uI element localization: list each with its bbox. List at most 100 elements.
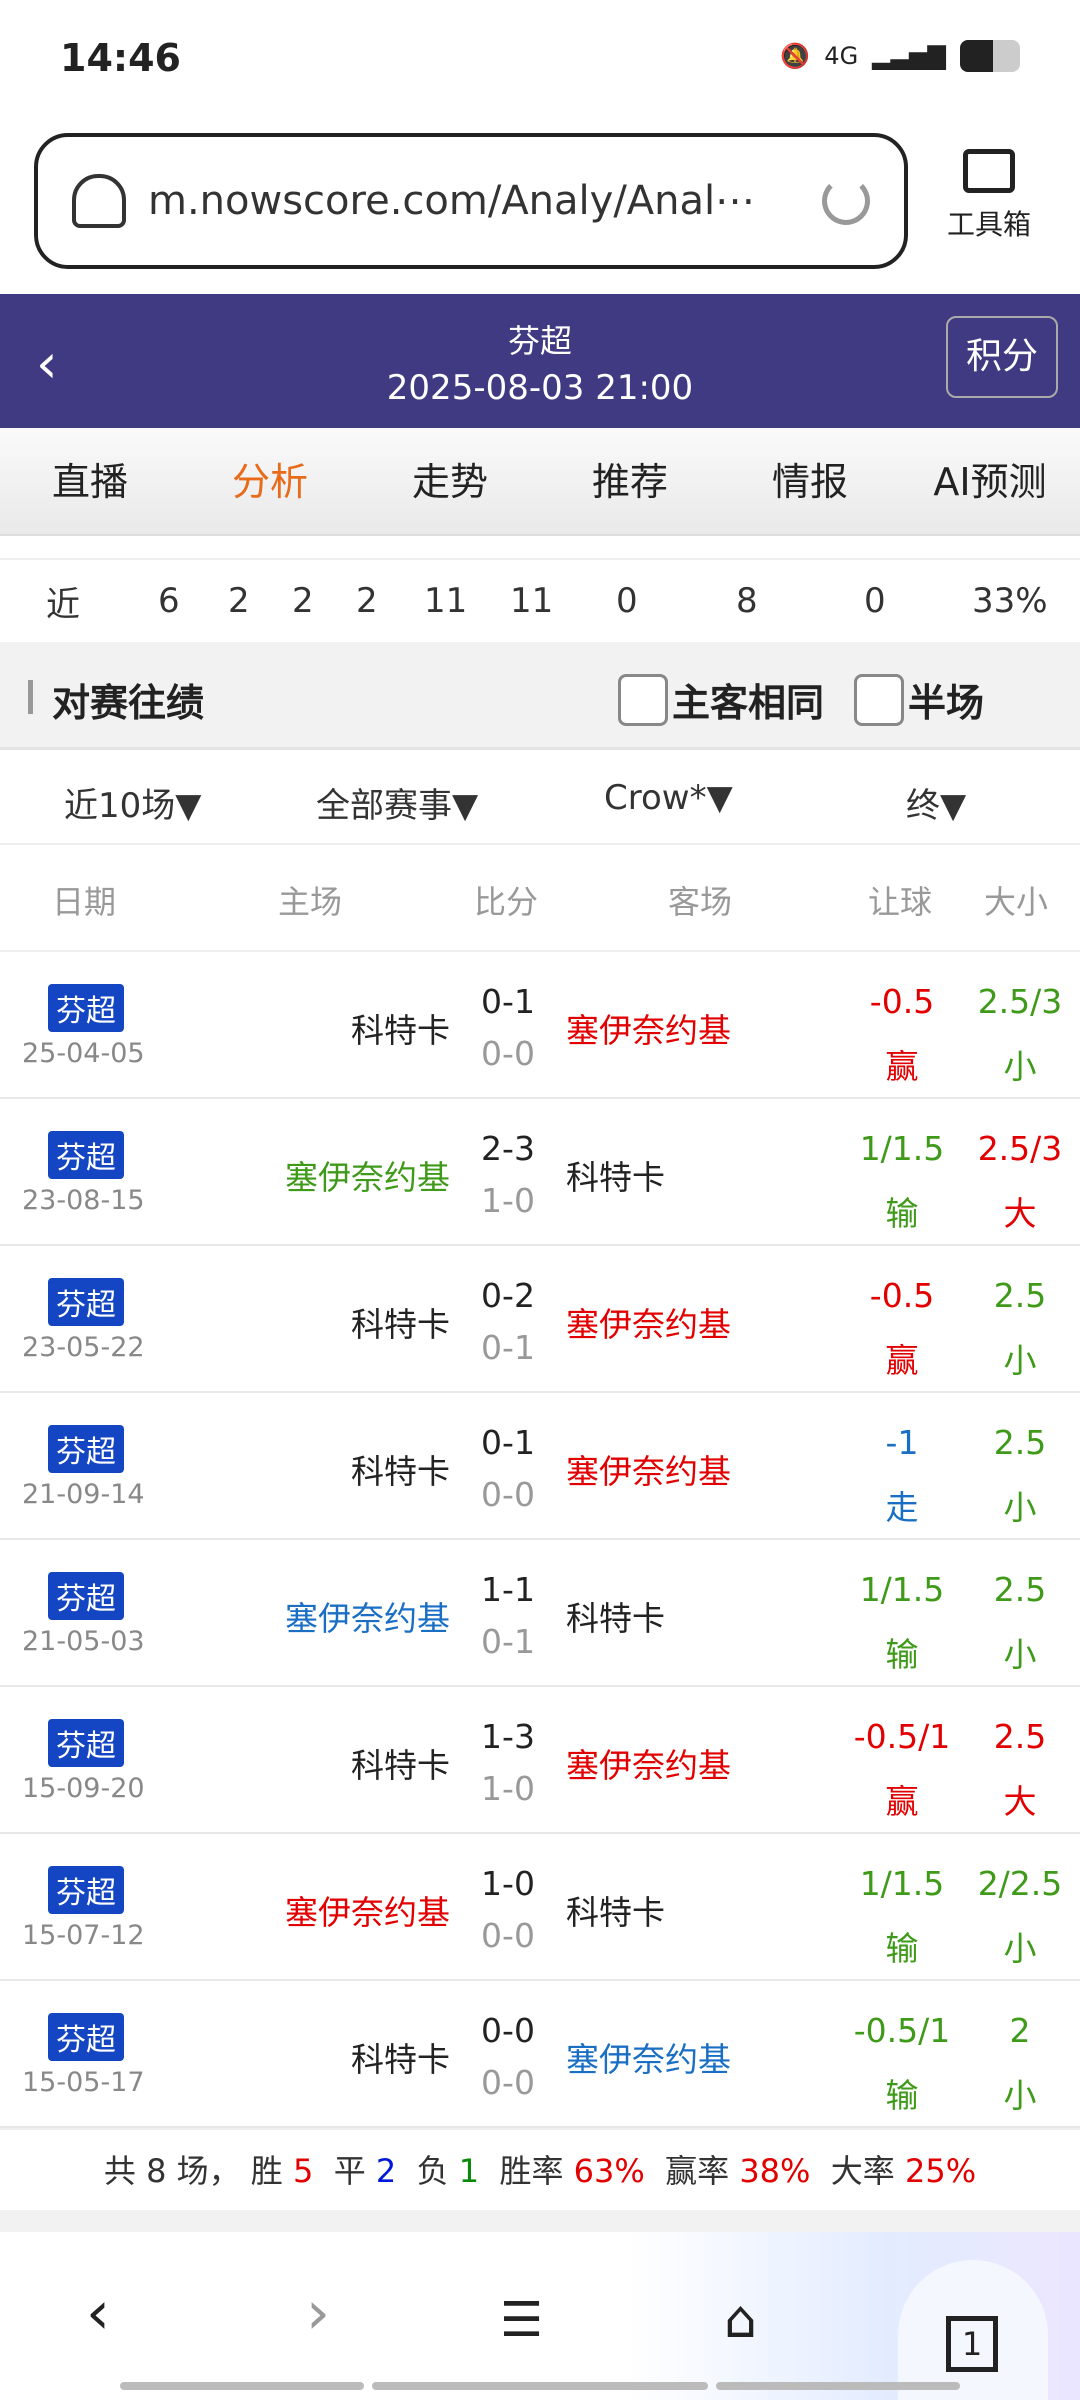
- tab-trend[interactable]: 走势: [411, 460, 488, 504]
- away-team[interactable]: 科特卡: [566, 1893, 665, 1932]
- tab-count: 1: [946, 2316, 998, 2372]
- back-icon[interactable]: ‹: [86, 2278, 110, 2348]
- toolbox-icon: [963, 149, 1015, 193]
- ai-assistant-icon[interactable]: ☰: [500, 2292, 544, 2348]
- stat-cell: 11: [510, 581, 554, 621]
- half-time-score: 1-0: [481, 1181, 535, 1220]
- match-date: 23-05-22: [22, 1332, 145, 1363]
- checkbox-icon[interactable]: [618, 673, 668, 726]
- stat-cell: 近: [46, 584, 80, 625]
- checkbox-icon[interactable]: [854, 673, 904, 726]
- clock: 14:46: [60, 36, 181, 80]
- over-under-result: 小: [1003, 1488, 1037, 1527]
- summary-row: 共 8 场， 胜 5 平 2 负 1 胜率 63% 赢率 38% 大率 25%: [0, 2128, 1080, 2210]
- match-count-dropdown[interactable]: 近10场▼: [64, 786, 202, 826]
- handicap-line: -0.5: [869, 1276, 935, 1315]
- back-chevron-icon[interactable]: ‹: [36, 332, 58, 395]
- handicap-result: 走: [885, 1488, 919, 1527]
- odds-type-dropdown[interactable]: 终▼: [906, 786, 967, 826]
- over-under-result: 大: [1003, 1782, 1037, 1821]
- away-team[interactable]: 塞伊奈约基: [566, 1011, 731, 1050]
- over-under-line: 2.5: [993, 1717, 1047, 1756]
- home-team[interactable]: 塞伊奈约基: [285, 1158, 450, 1197]
- home-team[interactable]: 科特卡: [351, 1305, 450, 1344]
- bookmaker-dropdown[interactable]: Crow*▼: [604, 778, 733, 818]
- handicap-result: 赢: [885, 1047, 919, 1086]
- over-under-line: 2.5: [993, 1423, 1047, 1462]
- standings-button[interactable]: 积分: [946, 316, 1058, 398]
- stat-cell: 2: [356, 581, 378, 621]
- tab-recommend[interactable]: 推荐: [591, 460, 668, 504]
- status-bar: 14:46 🔕 4G ▂▃▅▇: [0, 0, 1080, 120]
- browser-bottom-nav: ‹ › ☰ ⌂ 1: [0, 2232, 1080, 2400]
- reload-icon[interactable]: [822, 177, 870, 225]
- tab-live[interactable]: 直播: [51, 460, 128, 504]
- home-team[interactable]: 科特卡: [351, 1746, 450, 1785]
- mute-bell-icon: 🔕: [780, 42, 811, 70]
- match-datetime: 2025-08-03 21:00: [386, 368, 694, 408]
- recent-stats-row: 近 6 2 2 2 11 11 0 8 0 33%: [0, 558, 1080, 642]
- full-time-score: 1-1: [481, 1570, 535, 1609]
- away-team[interactable]: 科特卡: [566, 1599, 665, 1638]
- match-date: 15-09-20: [22, 1773, 145, 1804]
- league-badge: 芬超: [48, 1131, 124, 1179]
- over-under-line: 2: [1009, 2011, 1031, 2050]
- tabs-button[interactable]: 1: [898, 2260, 1048, 2400]
- stat-cell: 8: [736, 581, 758, 621]
- col-away: 客场: [668, 883, 733, 921]
- match-date: 21-09-14: [22, 1479, 145, 1510]
- home-team[interactable]: 科特卡: [351, 1011, 450, 1050]
- handicap-result: 输: [885, 1929, 919, 1968]
- half-time-score: 0-0: [481, 1916, 535, 1955]
- stat-cell: 2: [292, 581, 314, 621]
- tab-ai-prediction[interactable]: AI预测: [933, 460, 1047, 504]
- full-time-score: 0-2: [481, 1276, 535, 1315]
- same-home-away-checkbox[interactable]: 主客相同: [618, 672, 824, 727]
- tab-intel[interactable]: 情报: [771, 460, 848, 504]
- toolbox-button[interactable]: 工具箱: [934, 149, 1044, 243]
- full-time-score: 1-0: [481, 1864, 535, 1903]
- handicap-line: -0.5/1: [853, 2011, 951, 2050]
- table-row[interactable]: 芬超 15-07-12 塞伊奈约基 1-0 0-0 科特卡 1/1.5 输 2/…: [0, 1834, 1080, 1981]
- half-time-score: 1-0: [481, 1769, 535, 1808]
- table-row[interactable]: 芬超 21-05-03 塞伊奈约基 1-1 0-1 科特卡 1/1.5 输 2.…: [0, 1540, 1080, 1687]
- home-team[interactable]: 塞伊奈约基: [285, 1599, 450, 1638]
- col-home: 主场: [278, 883, 343, 921]
- table-row[interactable]: 芬超 15-05-17 科特卡 0-0 0-0 塞伊奈约基 -0.5/1 输 2…: [0, 1981, 1080, 2128]
- league-badge: 芬超: [48, 1278, 124, 1326]
- over-under-line: 2.5/3: [977, 982, 1063, 1021]
- match-date: 23-08-15: [22, 1185, 145, 1216]
- table-row[interactable]: 芬超 23-05-22 科特卡 0-2 0-1 塞伊奈约基 -0.5 赢 2.5…: [0, 1246, 1080, 1393]
- home-team[interactable]: 塞伊奈约基: [285, 1893, 450, 1932]
- away-team[interactable]: 塞伊奈约基: [566, 2040, 731, 2079]
- home-team[interactable]: 科特卡: [351, 2040, 450, 2079]
- league-badge: 芬超: [48, 1866, 124, 1914]
- over-under-result: 小: [1003, 1047, 1037, 1086]
- half-time-score: 0-0: [481, 1475, 535, 1514]
- address-bar[interactable]: m.nowscore.com/Analy/Anal⋯: [34, 133, 908, 269]
- half-time-score: 0-1: [481, 1622, 535, 1661]
- table-row[interactable]: 芬超 21-09-14 科特卡 0-1 0-0 塞伊奈约基 -1 走 2.5 小: [0, 1393, 1080, 1540]
- table-row[interactable]: 芬超 25-04-05 科特卡 0-1 0-0 塞伊奈约基 -0.5 赢 2.5…: [0, 952, 1080, 1099]
- stat-cell: 33%: [972, 581, 1048, 621]
- handicap-line: -0.5: [869, 982, 935, 1021]
- away-team[interactable]: 塞伊奈约基: [566, 1305, 731, 1344]
- stat-cell: 11: [424, 581, 468, 621]
- home-icon[interactable]: ⌂: [724, 2290, 758, 2350]
- stat-cell: 0: [864, 581, 886, 621]
- tab-analysis[interactable]: 分析: [231, 460, 308, 504]
- away-team[interactable]: 塞伊奈约基: [566, 1452, 731, 1491]
- full-time-score: 2-3: [481, 1129, 535, 1168]
- home-team[interactable]: 科特卡: [351, 1452, 450, 1491]
- table-row[interactable]: 芬超 23-08-15 塞伊奈约基 2-3 1-0 科特卡 1/1.5 输 2.…: [0, 1099, 1080, 1246]
- matches-table: 芬超 25-04-05 科特卡 0-1 0-0 塞伊奈约基 -0.5 赢 2.5…: [0, 952, 1080, 2128]
- competition-dropdown[interactable]: 全部赛事▼: [316, 786, 479, 826]
- away-team[interactable]: 科特卡: [566, 1158, 665, 1197]
- table-row[interactable]: 芬超 15-09-20 科特卡 1-3 1-0 塞伊奈约基 -0.5/1 赢 2…: [0, 1687, 1080, 1834]
- forward-icon[interactable]: ›: [306, 2278, 330, 2348]
- over-under-result: 大: [1003, 1194, 1037, 1233]
- away-team[interactable]: 塞伊奈约基: [566, 1746, 731, 1785]
- url-text[interactable]: m.nowscore.com/Analy/Anal⋯: [148, 178, 756, 224]
- half-time-checkbox[interactable]: 半场: [854, 672, 984, 727]
- over-under-result: 小: [1003, 1635, 1037, 1674]
